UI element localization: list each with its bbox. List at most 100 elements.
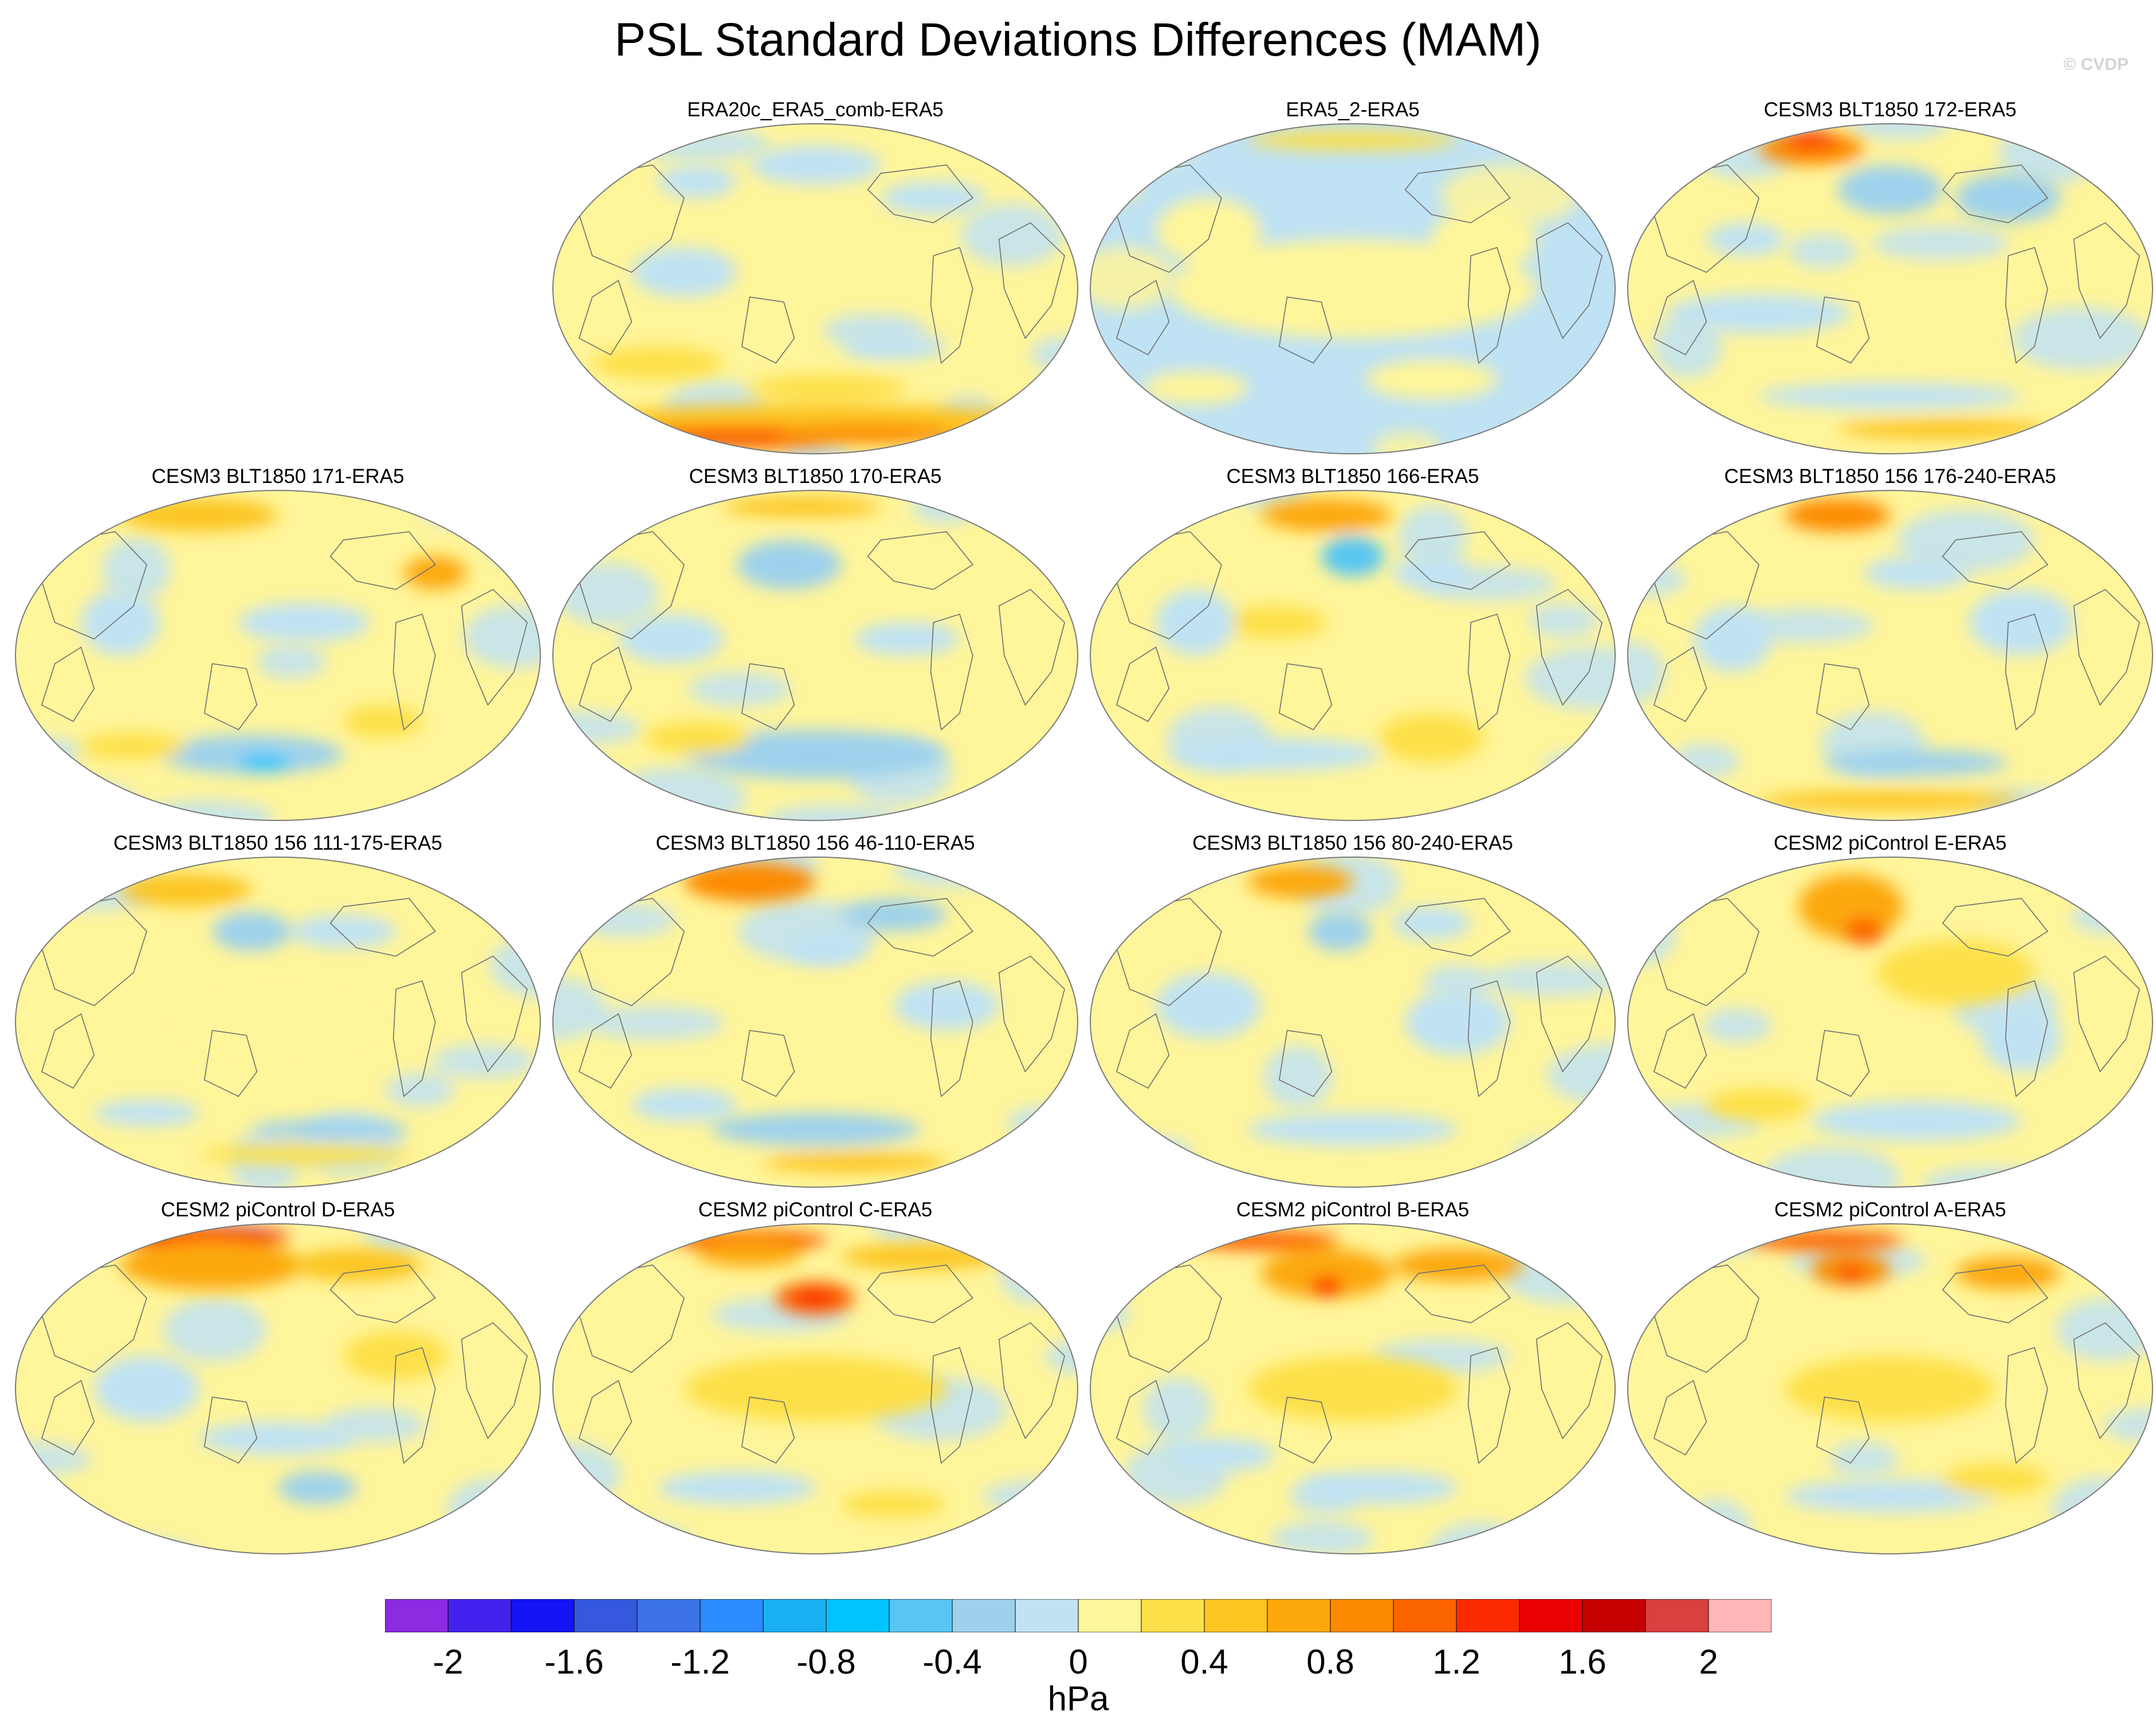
anomaly-region: [1300, 1471, 1458, 1505]
field-patch: [15, 857, 87, 889]
coastline: [1816, 296, 1870, 364]
anomaly-region: [1247, 865, 1353, 898]
field-patch: [1546, 1043, 1615, 1106]
anomaly-region: [1759, 383, 2021, 410]
coastline: [329, 531, 436, 590]
field-patch: [1525, 646, 1615, 710]
field-patch: [1044, 1148, 1078, 1187]
field-patch: [2083, 400, 2153, 435]
field-patch: [80, 1171, 150, 1187]
coastline: [2005, 246, 2048, 364]
anomaly-region: [120, 498, 278, 532]
anomaly-region: [1824, 749, 2009, 776]
coastline: [1942, 164, 2048, 223]
anomaly-region: [343, 705, 422, 738]
map-border: [1090, 490, 1616, 821]
field-patch: [1534, 124, 1615, 153]
coastline: [867, 1264, 973, 1324]
anomaly-region: [1365, 359, 1497, 399]
coastline: [867, 531, 973, 590]
anomaly-region: [1156, 198, 1261, 264]
field-patch: [631, 126, 769, 161]
field-patch: [1040, 512, 1078, 547]
colorbar-swatch: [1519, 1599, 1583, 1632]
coastline: [1404, 898, 1511, 957]
coastline: [392, 613, 436, 731]
field-patch: [999, 1240, 1069, 1304]
anomaly-region: [278, 1471, 357, 1505]
coastline: [1116, 1013, 1170, 1089]
coastline: [203, 663, 258, 731]
colorbar-units: hPa: [1047, 1679, 1109, 1718]
field-patch: [257, 644, 326, 679]
field-patch: [587, 1006, 725, 1040]
map-panel: CESM3 BLT1850 156 46-110-ERA5: [547, 831, 1084, 1197]
coastline: [741, 1030, 795, 1097]
anomaly-region: [81, 733, 186, 760]
colorbar-swatch: [574, 1599, 638, 1632]
coastline: [1816, 1396, 1870, 1464]
coastline: [329, 898, 436, 957]
coastline: [930, 1346, 973, 1464]
anomaly-region: [1142, 371, 1248, 405]
coastline: [998, 955, 1065, 1073]
anomaly-region: [592, 346, 724, 380]
colorbar-tick-label: -2: [433, 1643, 464, 1681]
anomaly-region: [199, 1421, 357, 1455]
colorbar-tick-label: -0.8: [796, 1643, 856, 1681]
coastline: [2073, 955, 2140, 1073]
anomaly-region: [94, 1099, 199, 1126]
anomaly-region: [212, 912, 291, 952]
coastline: [392, 980, 436, 1098]
anomaly-region: [1308, 912, 1372, 952]
anomaly-region: [749, 374, 908, 401]
field-patch: [1653, 315, 1722, 378]
anomaly-region: [841, 1243, 999, 1270]
anomaly-region: [631, 248, 737, 297]
coastline: [329, 1264, 436, 1324]
field-patch: [1423, 964, 1492, 999]
robinson-map: [1627, 857, 2153, 1188]
field-patch: [553, 124, 653, 155]
anomaly-region: [199, 1144, 409, 1164]
anomaly-region: [1182, 1230, 1340, 1251]
colorbar-swatch: [700, 1599, 764, 1632]
anomaly-region: [658, 165, 737, 198]
anomaly-region: [618, 614, 724, 664]
anomaly-region: [794, 1290, 837, 1306]
coastline: [578, 280, 633, 356]
coastline: [461, 588, 528, 706]
panel-title: CESM2 piControl E-ERA5: [1773, 832, 2007, 854]
colorbar-swatch: [447, 1599, 512, 1632]
coastline: [930, 246, 973, 364]
field-patch: [555, 562, 659, 626]
colorbar-swatch: [1582, 1599, 1646, 1632]
colorbar-swatch: [1330, 1599, 1394, 1632]
colorbar-tick-label: 1.6: [1558, 1643, 1607, 1681]
anomaly-region: [94, 1356, 199, 1422]
map-border: [1627, 1223, 2153, 1554]
field-patch: [2029, 490, 2153, 511]
anomaly-region: [252, 1119, 409, 1140]
anomaly-region: [238, 602, 370, 642]
colorbar-tick-label: 0.8: [1306, 1643, 1354, 1681]
anomaly-region: [1169, 738, 1379, 771]
anomaly-region: [1811, 1101, 2021, 1141]
field-patch: [15, 858, 109, 893]
field-patch: [2081, 788, 2153, 820]
field-patch: [1847, 124, 1951, 140]
field-patch: [764, 804, 902, 820]
colorbar-swatch: [826, 1599, 890, 1632]
coastline: [1535, 955, 1603, 1073]
coastline: [741, 1396, 795, 1464]
field-patch: [1628, 1224, 1701, 1259]
robinson-map: [15, 1223, 541, 1554]
anomaly-region: [1431, 206, 1537, 273]
robinson-map: [552, 857, 1078, 1188]
field-patch: [1762, 1146, 1900, 1187]
panel-title: CESM3 BLT1850 156 176-240-ERA5: [1724, 465, 2056, 488]
field-patch: [1124, 1137, 1193, 1172]
anomaly-region: [1667, 293, 1851, 333]
field-patch: [1628, 405, 1662, 440]
coastline: [2005, 980, 2048, 1098]
